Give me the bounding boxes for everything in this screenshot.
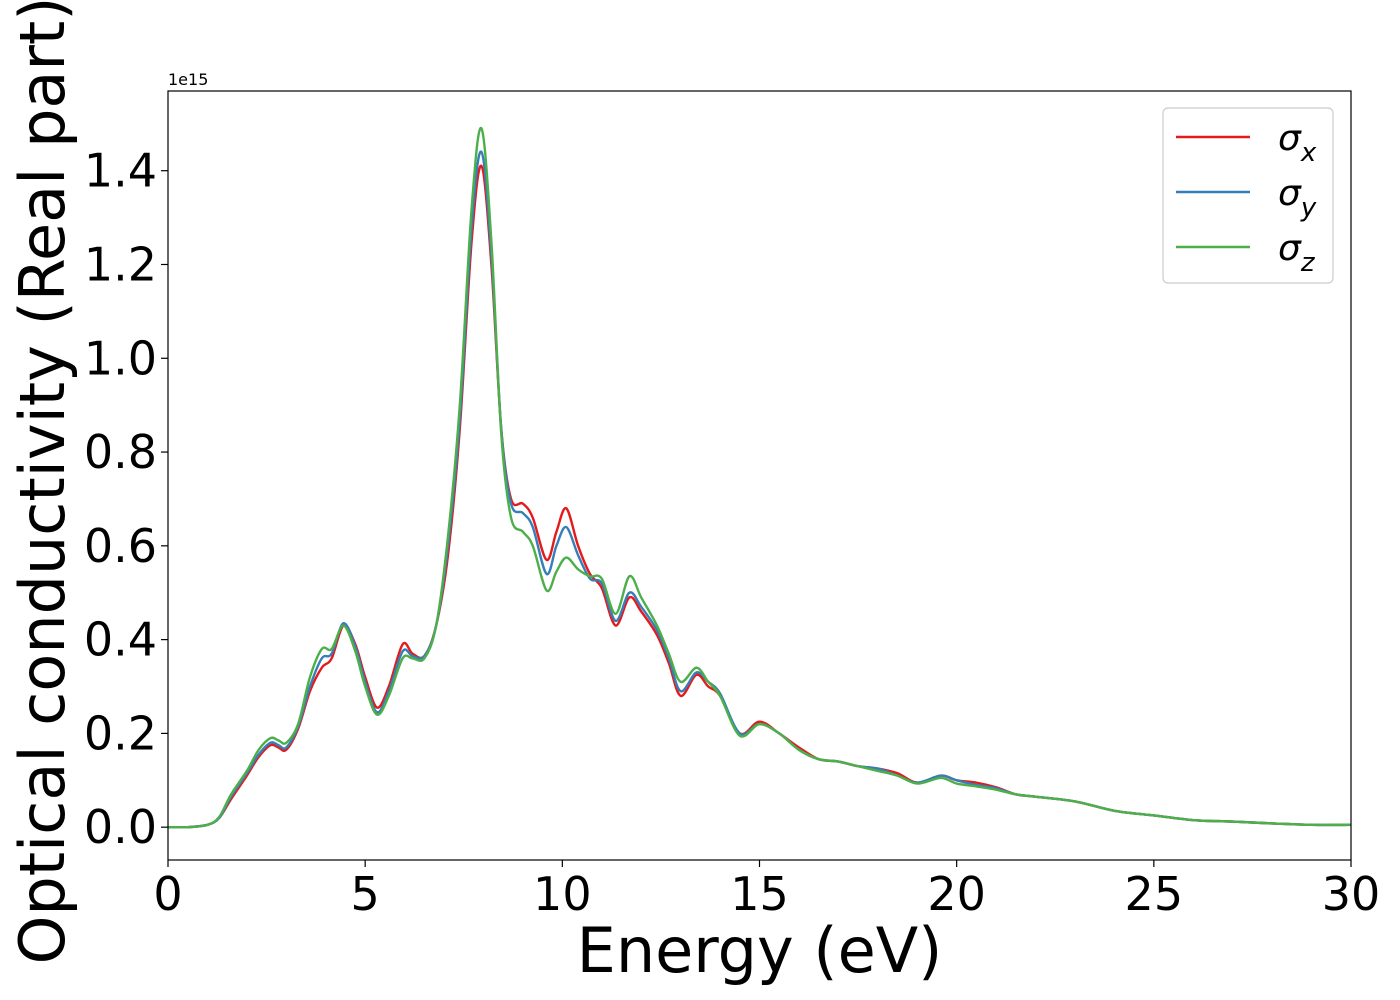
y-tick-label: 0.0: [84, 800, 157, 854]
y-offset-label: 1e15: [168, 70, 208, 89]
legend-box: [1162, 107, 1334, 284]
y-tick-label: 0.4: [84, 613, 157, 667]
y-tick-label: 1.2: [84, 237, 157, 291]
series-line-y: [168, 150, 1351, 829]
legend-label-y: σy: [1278, 173, 1317, 223]
legend-label-x: σx: [1278, 118, 1317, 168]
legend-label-z: σz: [1278, 228, 1316, 278]
x-tick-label: 5: [351, 867, 380, 921]
series-line-z: [168, 126, 1351, 829]
y-axis: 0.0 0.2 0.4 0.6 0.8 1.0 1.2 1.4: [84, 144, 168, 854]
y-tick-label: 1.0: [84, 331, 157, 385]
series-layer: [168, 126, 1351, 829]
x-axis-label: Energy (eV): [577, 914, 943, 987]
x-tick-label: 15: [730, 867, 789, 921]
y-tick-label: 0.6: [84, 519, 157, 573]
y-tick-label: 0.2: [84, 706, 157, 760]
x-tick-label: 20: [927, 867, 986, 921]
x-tick-label: 25: [1125, 867, 1184, 921]
x-tick-label: 30: [1322, 867, 1381, 921]
y-axis-label: Optical conductivity (Real part): [6, 0, 79, 964]
y-tick-label: 1.4: [84, 144, 157, 198]
y-tick-label: 0.8: [84, 425, 157, 479]
x-tick-label: 0: [153, 867, 182, 921]
x-axis: 0 5 10 15 20 25 30: [153, 860, 1380, 921]
x-tick-label: 10: [533, 867, 592, 921]
